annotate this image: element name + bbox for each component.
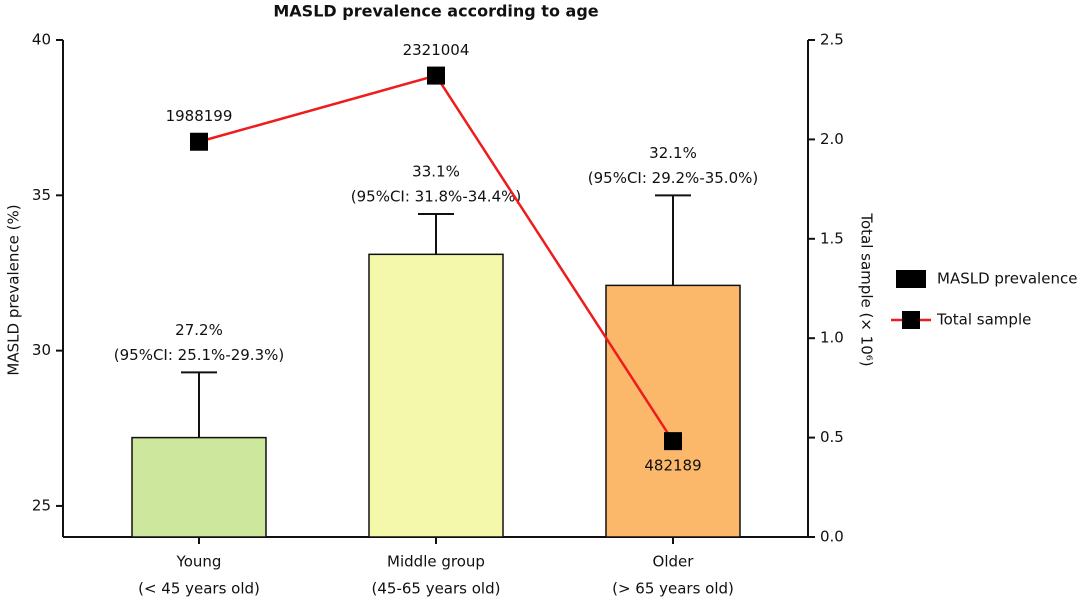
y-tick-label: 40 [32, 31, 51, 49]
x-tick-label: Middle group [387, 553, 485, 571]
x-tick-label: Older [653, 553, 695, 571]
bar [368, 253, 504, 538]
y2-tick-label: 1.5 [820, 229, 844, 247]
ci-label: (95%CI: 25.1%-29.3%) [114, 346, 284, 364]
value-label: 2321004 [403, 41, 470, 59]
value-label: 27.2% [175, 321, 223, 339]
y-tick-label: 25 [32, 496, 51, 514]
bar [131, 436, 267, 538]
y-tick-label: 30 [32, 341, 51, 359]
ci-label: (95%CI: 31.8%-34.4%) [351, 187, 521, 205]
y2-tick-label: 2.5 [820, 31, 844, 49]
y-axis-label: MASLD prevalence (%) [5, 204, 23, 375]
x-tick-note: (< 45 years old) [138, 580, 260, 598]
line-marker [190, 132, 208, 151]
y2-tick-label: 1.0 [820, 329, 844, 347]
value-label: 1988199 [166, 107, 233, 125]
line-marker [664, 432, 682, 451]
x-tick-note: (> 65 years old) [612, 580, 734, 598]
y2-axis-label: Total sample (× 10⁶) [858, 212, 876, 366]
x-tick-label: Young [176, 553, 222, 571]
value-label: 33.1% [412, 162, 460, 180]
ci-label: (95%CI: 29.2%-35.0%) [588, 169, 758, 187]
chart-title: MASLD prevalence according to age [273, 2, 598, 21]
legend-label: MASLD prevalence [937, 270, 1077, 288]
y2-tick-label: 2.0 [820, 130, 844, 148]
bar [605, 284, 741, 538]
value-label: 32.1% [649, 144, 697, 162]
y2-tick-label: 0.5 [820, 428, 844, 446]
legend-swatch [902, 311, 920, 329]
y-tick-label: 35 [32, 186, 51, 204]
value-label: 482189 [644, 457, 701, 475]
x-tick-note: (45-65 years old) [372, 580, 501, 598]
y2-tick-label: 0.0 [820, 528, 844, 546]
line-marker [427, 66, 445, 85]
legend-label: Total sample [936, 311, 1031, 329]
legend-swatch [896, 270, 926, 288]
